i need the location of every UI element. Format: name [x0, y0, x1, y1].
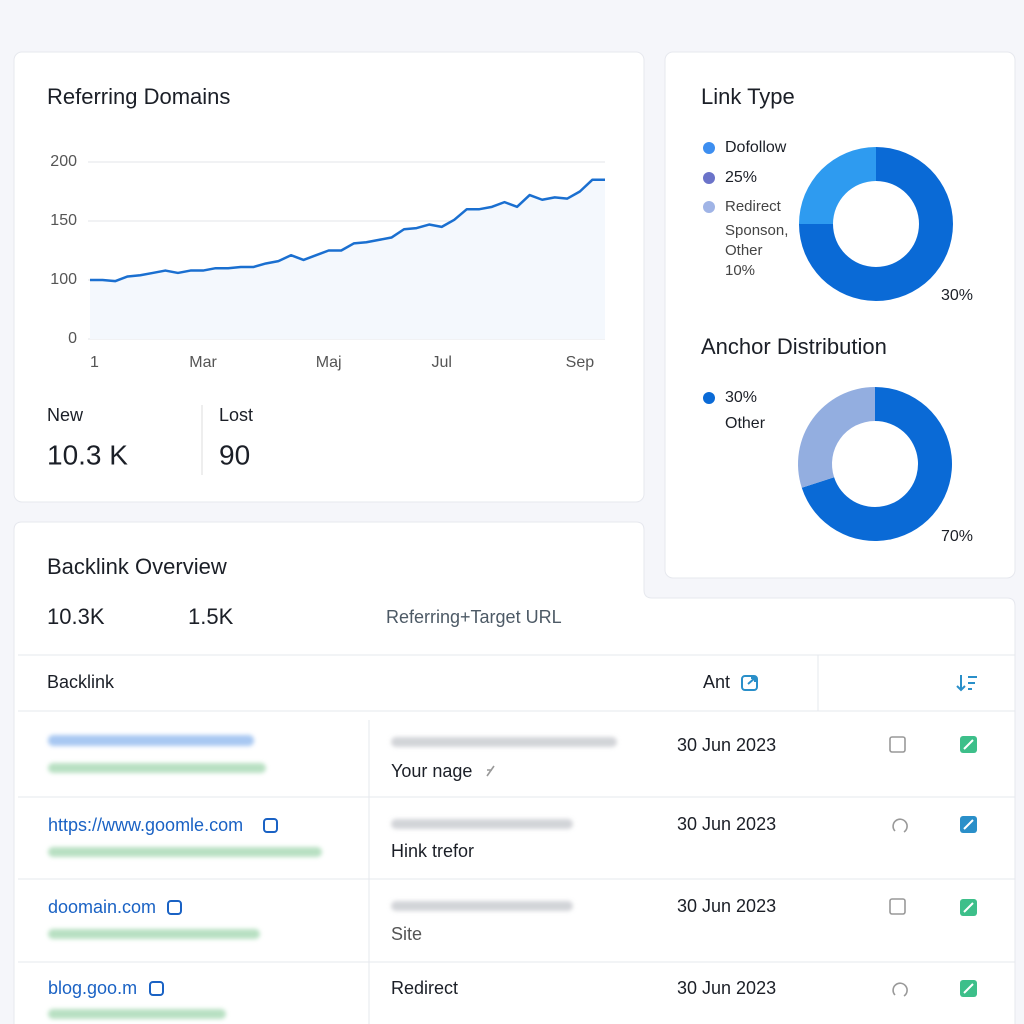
- blurred-text: [48, 735, 617, 1019]
- donut-slice: [799, 147, 953, 301]
- legend-label: Sponson,: [725, 222, 788, 239]
- area: [90, 179, 605, 339]
- title: Referring Domains: [47, 84, 230, 109]
- legend-label: Redirect: [725, 198, 782, 215]
- legend: Dofollow 25% Redirect Sponson, Other 10%: [703, 139, 788, 279]
- legend-dot: [703, 201, 715, 213]
- anchor: Site: [391, 924, 422, 944]
- legend-label: Other: [725, 242, 763, 259]
- icon-status: [486, 736, 908, 997]
- date: 30 Jun 2023: [677, 896, 776, 916]
- title: Anchor Distribution: [701, 334, 887, 359]
- donut: [798, 387, 953, 541]
- stat: Referring+Target URL: [386, 607, 562, 627]
- annotation: 70%: [941, 528, 973, 545]
- stat: 10.3K: [47, 604, 105, 629]
- donut-slice: [799, 147, 876, 224]
- stat-value: 10.3 K: [47, 439, 128, 470]
- checkbox[interactable]: [960, 736, 977, 997]
- stat-label: Lost: [219, 405, 253, 425]
- date: 30 Jun 2023: [677, 814, 776, 834]
- stat-value: 90: [219, 439, 250, 470]
- date: 30 Jun 2023: [677, 735, 776, 755]
- y-tick-label: 200: [50, 153, 77, 170]
- url-link[interactable]: doomain.com: [48, 897, 156, 917]
- th: Ant: [703, 672, 730, 692]
- url-link[interactable]: blog.goo.m: [48, 978, 137, 998]
- legend-label: Other: [725, 415, 766, 432]
- legend-label: 25%: [725, 169, 757, 186]
- annotation: 30%: [941, 287, 973, 304]
- y-tick-label: 0: [68, 330, 77, 347]
- legend-dot: [703, 172, 715, 184]
- line: [90, 178, 605, 283]
- y-tick-label: 150: [50, 212, 77, 229]
- x-tick-label: Jul: [431, 354, 451, 371]
- title: Link Type: [701, 84, 795, 109]
- anchor: Redirect: [391, 978, 458, 998]
- x-tick-label: Sep: [566, 354, 595, 371]
- stat-label: New: [47, 405, 84, 425]
- x-tick-label: 1: [90, 354, 99, 371]
- x-tick-label: Maj: [316, 354, 342, 371]
- sort-button[interactable]: [956, 675, 977, 692]
- th: Backlink: [47, 672, 115, 692]
- legend-label: Dofollow: [725, 139, 787, 156]
- anchor: Your nage: [391, 761, 472, 781]
- stat: 1.5K: [188, 604, 234, 629]
- card-backlinks: [13, 521, 1016, 1024]
- legend-label: 10%: [725, 262, 755, 279]
- legend-dot: [703, 142, 715, 154]
- donut-slice: [801, 387, 953, 541]
- donut-slice: [798, 387, 875, 488]
- legend-dot: [703, 392, 715, 404]
- donut: [799, 147, 953, 301]
- x-tick-label: Mar: [189, 354, 217, 371]
- anchor: Hink trefor: [391, 841, 474, 861]
- date: 30 Jun 2023: [677, 978, 776, 998]
- y-tick-label: 100: [50, 271, 77, 288]
- line-chart: 0 100 150 200 1 Mar Maj Jul Sep: [50, 153, 605, 371]
- legend: 30% Other: [703, 389, 766, 432]
- url-link[interactable]: https://www.goomle.com: [48, 815, 243, 835]
- icon-link: [741, 675, 758, 691]
- legend-label: 30%: [725, 389, 757, 406]
- icon-external: [149, 818, 278, 996]
- title: Backlink Overview: [47, 554, 227, 579]
